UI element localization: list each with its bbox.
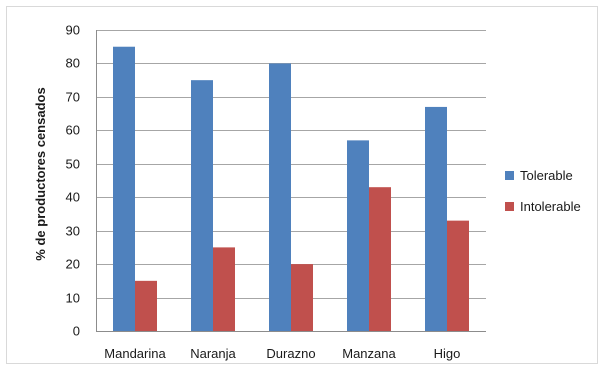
y-tick-label: 90 [66,23,80,38]
bar-intolerable-manzana [369,187,391,331]
bar-tolerable-manzana [347,140,369,331]
y-tick-label: 60 [66,123,80,138]
y-tick-label: 10 [66,291,80,306]
x-tick-label: Naranja [190,346,236,361]
bar-intolerable-durazno [291,264,313,331]
bar-tolerable-mandarina [113,46,135,331]
x-tick-label: Manzana [342,346,396,361]
y-tick-label: 70 [66,90,80,105]
legend-swatch-intolerable [505,202,514,211]
x-axis-ticks: Mandarina Naranja Durazno Manzana Higo [104,346,460,361]
legend-label-tolerable: Tolerable [520,168,573,183]
y-tick-label: 50 [66,157,80,172]
x-tick-label: Mandarina [104,346,166,361]
bar-intolerable-naranja [213,247,235,331]
legend: Tolerable Intolerable [505,168,581,214]
y-tick-label: 30 [66,224,80,239]
y-tick-label: 80 [66,56,80,71]
bar-intolerable-higo [447,220,469,331]
bar-tolerable-durazno [269,63,291,331]
bar-intolerable-mandarina [135,280,157,331]
bar-tolerable-higo [425,106,447,331]
y-axis-label: % de productores censados [33,87,48,260]
x-tick-label: Durazno [266,346,315,361]
bars [113,46,469,332]
x-tick-label: Higo [434,346,461,361]
bar-tolerable-naranja [191,80,213,332]
legend-label-intolerable: Intolerable [520,199,581,214]
y-tick-label: 40 [66,190,80,205]
legend-swatch-tolerable [505,171,514,180]
y-axis-ticks: 0 10 20 30 40 50 60 70 80 90 [66,23,80,339]
y-tick-label: 20 [66,257,80,272]
y-tick-label: 0 [73,324,80,339]
